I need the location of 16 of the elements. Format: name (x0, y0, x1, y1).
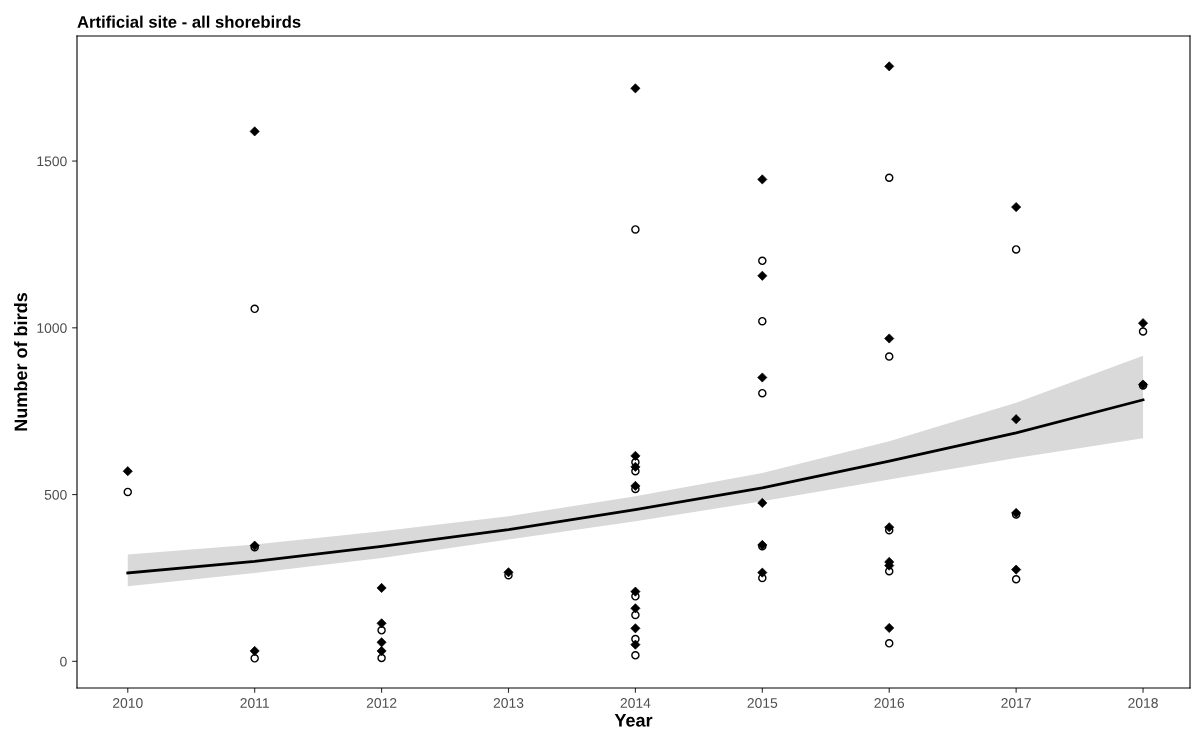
y-tick-label: 1000 (37, 323, 67, 333)
x-tick-label: 2017 (1001, 698, 1031, 708)
x-tick-label: 2018 (1128, 698, 1158, 708)
x-tick-label: 2010 (113, 698, 143, 708)
x-tick-label: 2016 (874, 698, 905, 708)
x-tick-label: 2015 (747, 698, 778, 708)
y-tick-label: 0 (60, 656, 67, 667)
x-axis-title: Year (614, 714, 653, 727)
y-axis-title: Number of birds (14, 293, 28, 431)
x-tick-label: 2013 (493, 698, 524, 708)
x-tick-label: 2014 (620, 698, 651, 708)
x-tick-label: 2011 (240, 698, 269, 708)
y-tick-label: 1500 (37, 156, 67, 167)
x-tick-label: 2012 (366, 698, 397, 708)
y-tick-label: 500 (44, 489, 67, 500)
chart-title: Artificial site - all shorebirds (77, 15, 301, 28)
